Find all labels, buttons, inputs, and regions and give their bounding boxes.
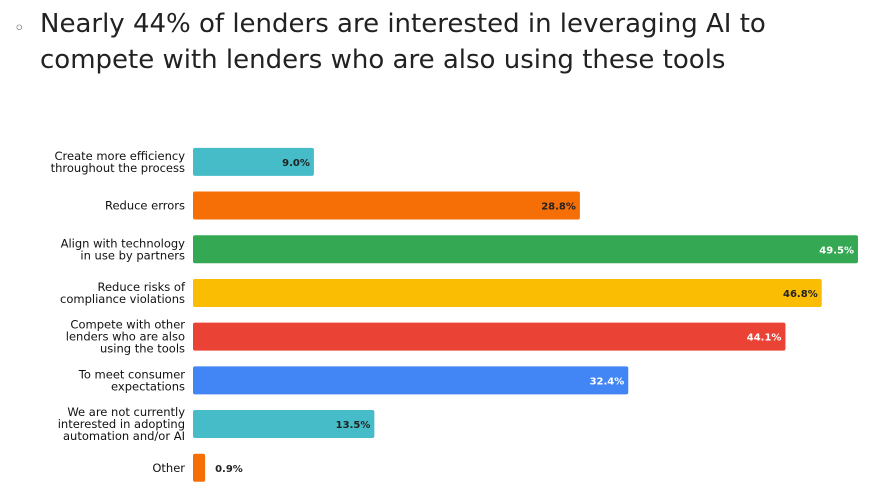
value-label: 28.8% (541, 202, 576, 213)
category-label-line: expectations (111, 379, 185, 393)
bar (193, 147, 314, 176)
category-label-line: using the tools (100, 342, 185, 356)
bar (193, 235, 858, 264)
bar-row: To meet consumer expectations 32.4% (78, 366, 629, 395)
value-label: 32.4% (590, 376, 625, 387)
bar-row: Reduce risks of compliance violations 46.8… (60, 278, 822, 307)
value-label: 0.9% (215, 464, 243, 475)
category-label-line: Create more efficiency (54, 149, 185, 163)
slide-title: Nearly 44% of lenders are interested in … (40, 9, 766, 75)
category-label-line: Compete with other (70, 318, 185, 332)
category-label: Create more efficiency throughout the pro… (51, 149, 186, 175)
value-label: 46.8% (783, 289, 818, 300)
bar-row: Reduce errors 28.8% (105, 191, 580, 220)
bar (193, 278, 822, 307)
bar-row: Other 0.9% (152, 453, 243, 482)
bar-row: We are not currently interested in adopti… (58, 405, 375, 443)
category-label-line: in use by partners (80, 248, 185, 262)
bar-row: Compete with other lenders who are also us… (66, 318, 786, 356)
value-label: 44.1% (747, 333, 782, 344)
category-label-line: lenders who are also (66, 330, 185, 344)
category-label-line: Reduce risks of (98, 280, 186, 294)
category-label: We are not currently interested in adopti… (58, 405, 185, 443)
category-label-line: We are not currently (67, 405, 185, 419)
bar (193, 410, 375, 439)
value-label: 49.5% (819, 245, 854, 256)
category-label: Reduce risks of compliance violations (60, 280, 186, 306)
slide-heading: ◦ Nearly 44% of lenders are interested i… (14, 6, 874, 78)
category-label-line: interested in adopting (58, 417, 185, 431)
category-label: Compete with other lenders who are also us… (66, 318, 185, 356)
bar (193, 191, 580, 220)
bar (193, 322, 786, 351)
bullet-icon: ◦ (14, 18, 25, 39)
category-label-line: To meet consumer (78, 367, 185, 381)
value-label: 13.5% (336, 420, 371, 431)
category-label-line: Reduce errors (105, 199, 185, 213)
bar (193, 366, 629, 395)
category-label: To meet consumer expectations (78, 367, 185, 393)
bar-row: Create more efficiency throughout the pro… (51, 147, 314, 176)
category-label-line: compliance violations (60, 292, 185, 306)
category-label: Align with technology in use by partners (61, 236, 186, 262)
bar (193, 453, 206, 482)
category-label-line: throughout the process (51, 161, 185, 175)
category-label: Other (152, 461, 185, 475)
category-label: Reduce errors (105, 199, 185, 213)
category-label-line: automation and/or AI (63, 429, 185, 443)
category-label-line: Align with technology (61, 236, 186, 250)
category-label-line: Other (152, 461, 185, 475)
value-label: 9.0% (282, 158, 310, 169)
bar-row: Align with technology in use by partners 4… (61, 235, 858, 264)
